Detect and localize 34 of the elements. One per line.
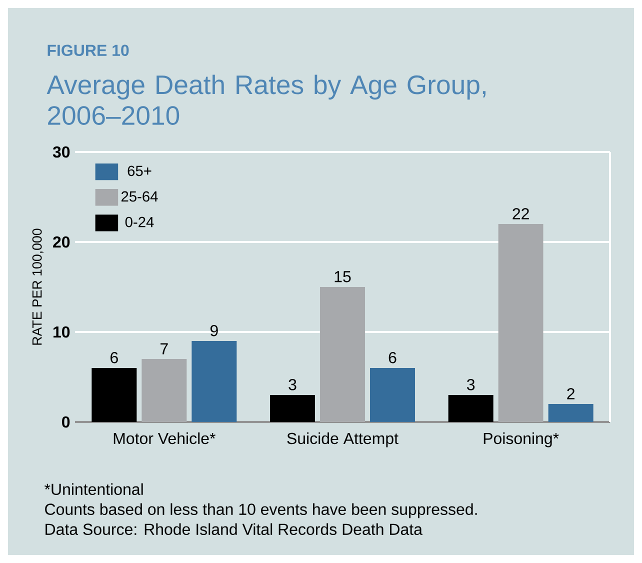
bar — [498, 224, 544, 422]
data-label: 9 — [210, 324, 218, 336]
y-tick-label: 0 — [62, 416, 70, 428]
chart-title: Average Death Rates by Age Group, 2006–2010 — [46, 74, 486, 125]
y-axis-title: RATE PER 100,000 — [32, 228, 44, 345]
legend-label: 65+ — [128, 166, 152, 176]
bar — [448, 394, 494, 422]
y-tick-label: 20 — [53, 236, 70, 248]
x-tick-label: Poisoning* — [484, 432, 559, 448]
bar — [548, 404, 594, 422]
chart-subtitle: FIGURE 10 — [48, 44, 129, 56]
data-label: 6 — [110, 352, 118, 364]
bar — [192, 340, 237, 422]
data-label: 7 — [160, 343, 168, 354]
x-tick-label: Motor Vehicle* — [114, 432, 216, 444]
y-tick-label: 10 — [54, 326, 70, 338]
text: *Unintentional — [44, 483, 143, 495]
data-label: 3 — [288, 378, 296, 390]
data-label: 22 — [512, 208, 529, 220]
legend-label: 25-64 — [121, 191, 158, 202]
data-label: 15 — [334, 271, 351, 282]
data-label: 2 — [567, 388, 574, 400]
x-tick-label: Suicide Attempt — [287, 432, 398, 448]
source-note: Data Source: Rhode Island Vital Records Death Data — [46, 523, 422, 535]
data-label: 6 — [388, 352, 396, 364]
data-label: 3 — [466, 378, 475, 390]
bar — [270, 394, 315, 422]
text: Counts based on less than 10 events have been suppressed. — [45, 503, 477, 518]
bar — [320, 286, 366, 422]
bar — [370, 368, 415, 422]
y-tick-label: 30 — [52, 146, 70, 158]
bar — [92, 368, 137, 422]
legend-label: 0-24 — [125, 216, 154, 228]
bar — [142, 358, 187, 422]
